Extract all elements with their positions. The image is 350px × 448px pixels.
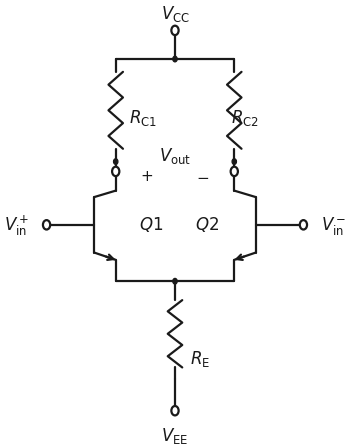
Circle shape	[173, 56, 177, 62]
Text: $R_\mathrm{C1}$: $R_\mathrm{C1}$	[129, 108, 157, 128]
Circle shape	[172, 26, 178, 35]
Circle shape	[114, 159, 118, 164]
Circle shape	[112, 167, 119, 176]
Text: $V_\mathrm{EE}$: $V_\mathrm{EE}$	[161, 426, 189, 446]
Circle shape	[172, 406, 178, 415]
Text: $V_\mathrm{out}$: $V_\mathrm{out}$	[159, 146, 191, 166]
Text: $V_\mathrm{in}^+$: $V_\mathrm{in}^+$	[4, 214, 29, 238]
Circle shape	[300, 220, 307, 229]
Text: $Q1$: $Q1$	[139, 215, 163, 234]
Text: $+$: $+$	[140, 169, 154, 185]
Text: $V_\mathrm{in}^-$: $V_\mathrm{in}^-$	[321, 215, 346, 237]
Circle shape	[231, 167, 238, 176]
Text: $-$: $-$	[196, 169, 210, 185]
Circle shape	[232, 159, 236, 164]
Circle shape	[173, 279, 177, 284]
Text: $R_\mathrm{E}$: $R_\mathrm{E}$	[190, 349, 210, 370]
Circle shape	[43, 220, 50, 229]
Text: $V_\mathrm{CC}$: $V_\mathrm{CC}$	[161, 4, 189, 24]
Text: $Q2$: $Q2$	[195, 215, 219, 234]
Text: $R_\mathrm{C2}$: $R_\mathrm{C2}$	[231, 108, 259, 128]
